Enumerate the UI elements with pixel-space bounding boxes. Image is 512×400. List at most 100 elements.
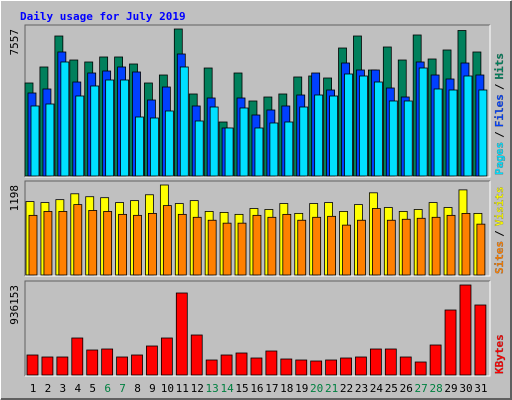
x-tick-label: 13	[206, 382, 219, 395]
bar	[103, 211, 113, 276]
bar	[446, 214, 456, 276]
bar	[105, 79, 115, 177]
legend-separator: /	[493, 230, 506, 237]
bar	[369, 348, 382, 376]
bar	[254, 127, 264, 177]
bar	[282, 213, 292, 276]
bar	[344, 73, 353, 177]
x-tick-label: 6	[104, 382, 111, 395]
bar	[207, 219, 217, 276]
bar	[401, 218, 411, 276]
bar	[205, 359, 218, 376]
x-tick-label: 12	[191, 382, 204, 395]
bar	[75, 95, 85, 177]
bar	[448, 89, 458, 177]
bar	[209, 106, 219, 177]
legend-entry: Sites	[493, 241, 506, 274]
bar	[26, 354, 39, 376]
x-tick-label: 7	[119, 382, 126, 395]
bar	[355, 356, 367, 376]
bar	[325, 359, 338, 376]
bar	[194, 120, 204, 177]
bar	[135, 116, 144, 177]
x-tick-label: 17	[265, 382, 278, 395]
bar	[461, 212, 471, 276]
bar	[431, 216, 441, 276]
legend-entry: Files	[493, 94, 506, 127]
legend: Pages / Files / Hits	[493, 53, 506, 175]
bar	[30, 105, 40, 177]
chart-title: Daily usage for July 2019	[20, 10, 186, 23]
x-tick-label: 4	[74, 382, 81, 395]
x-tick-label: 14	[220, 382, 234, 395]
bar	[41, 356, 54, 376]
x-tick-label: 15	[235, 382, 248, 395]
bar	[297, 219, 307, 276]
bar	[463, 75, 473, 177]
x-tick-label: 10	[161, 382, 174, 395]
bar	[280, 358, 293, 376]
x-tick-label: 26	[400, 382, 413, 395]
bar	[222, 222, 232, 276]
bar	[386, 219, 396, 276]
bar	[429, 344, 442, 376]
bar	[478, 89, 488, 177]
bar	[148, 212, 157, 276]
bar	[340, 357, 352, 376]
bar	[312, 216, 322, 276]
x-tick-label: 27	[415, 382, 428, 395]
legend: Sites / Visits	[493, 187, 506, 275]
x-tick-label: 24	[370, 382, 384, 395]
bar	[177, 213, 187, 276]
bar	[342, 224, 351, 276]
bar	[329, 95, 339, 177]
bar	[474, 304, 487, 376]
panel-border-dark	[24, 180, 490, 276]
bar	[192, 216, 202, 276]
legend-separator: /	[493, 131, 506, 138]
bar	[131, 354, 143, 376]
bar	[88, 210, 98, 276]
bar	[160, 337, 173, 376]
bar	[269, 122, 279, 177]
panel-border-light	[25, 25, 491, 178]
bar	[371, 208, 381, 276]
x-tick-label: 1	[30, 382, 37, 395]
bar	[414, 361, 427, 376]
bar	[444, 309, 457, 376]
panel-border-light	[25, 281, 491, 377]
bar	[133, 214, 142, 276]
x-tick-label: 30	[459, 382, 472, 395]
bar	[459, 284, 472, 376]
bar	[116, 356, 128, 376]
x-tick-label: 25	[385, 382, 398, 395]
bar	[175, 292, 188, 376]
bar	[314, 94, 324, 177]
legend-entry: Hits	[493, 53, 506, 80]
bar	[56, 356, 69, 376]
bar	[357, 219, 366, 276]
bar	[433, 88, 443, 177]
x-tick-label: 18	[280, 382, 293, 395]
bar	[403, 100, 413, 177]
x-tick-label: 2	[45, 382, 52, 395]
bar	[252, 214, 262, 276]
bar	[299, 106, 309, 177]
bar	[45, 103, 55, 177]
bar	[399, 356, 412, 376]
y-tick-label: 1198	[8, 185, 21, 212]
bar	[416, 217, 426, 276]
x-tick-label: 20	[310, 382, 323, 395]
bar	[359, 75, 368, 177]
bar	[418, 67, 428, 177]
legend-entry: Pages	[493, 142, 506, 175]
bar	[190, 334, 203, 376]
legend-separator: /	[493, 83, 506, 90]
legend: KBytes	[493, 334, 506, 374]
bar	[164, 110, 174, 177]
bar	[284, 121, 294, 177]
y-tick-label: 936153	[8, 285, 21, 325]
bar	[71, 337, 84, 376]
bar	[118, 213, 127, 276]
